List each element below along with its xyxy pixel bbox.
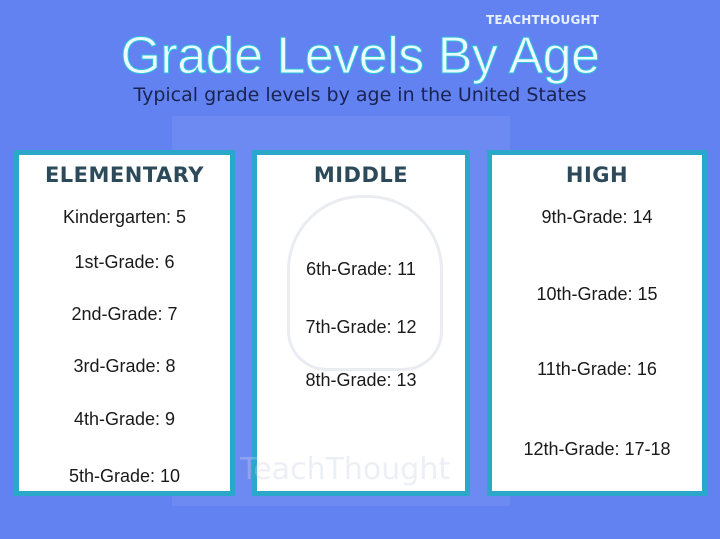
column-heading: MIDDLE: [313, 163, 409, 187]
grade-item: 9th-Grade: 14: [541, 207, 653, 227]
grade-item: 12th-Grade: 17-18: [523, 439, 671, 459]
column-heading: ELEMENTARY: [44, 163, 205, 187]
grade-item: 7th-Grade: 12: [305, 317, 417, 337]
grade-item: 2nd-Grade: 7: [71, 304, 178, 324]
grade-item: 11th-Grade: 16: [537, 359, 657, 379]
page-title: Grade Levels By Age: [120, 27, 601, 86]
page-subtitle: Typical grade levels by age in the Unite…: [133, 84, 587, 106]
grade-item: 3rd-Grade: 8: [73, 356, 176, 376]
grade-item: 4th-Grade: 9: [73, 409, 176, 429]
grade-item: 1st-Grade: 6: [74, 252, 175, 272]
watermark: TeachThought: [240, 452, 451, 487]
elementary-box: ELEMENTARY Kindergarten: 5 1st-Grade: 6 …: [14, 150, 235, 496]
column-heading: HIGH: [565, 163, 629, 187]
grade-item: 6th-Grade: 11: [306, 259, 416, 279]
grade-item: 8th-Grade: 13: [305, 370, 417, 390]
grade-item: Kindergarten: 5: [62, 207, 187, 227]
brand-logo-text: TEACHTHOUGHT: [486, 13, 600, 27]
grade-item: 5th-Grade: 10: [68, 466, 181, 486]
lightbulb-icon: [287, 195, 443, 371]
middle-box: MIDDLE 6th-Grade: 11 7th-Grade: 12 8th-G…: [252, 150, 470, 496]
grade-item: 10th-Grade: 15: [536, 284, 658, 304]
high-box: HIGH 9th-Grade: 14 10th-Grade: 15 11th-G…: [487, 150, 707, 496]
